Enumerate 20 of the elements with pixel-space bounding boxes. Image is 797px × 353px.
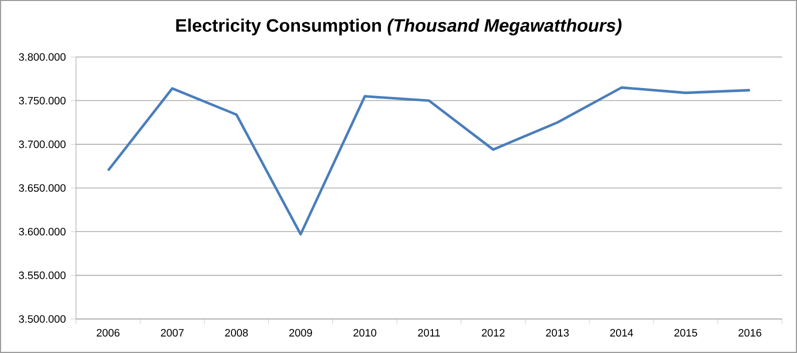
x-tick-label: 2010 [354,329,376,337]
x-tick-label: 2008 [225,329,248,337]
x-tick-label: 2015 [674,329,698,337]
line-series [106,86,752,236]
x-tick-label: 2014 [610,329,634,337]
x-tick-label: 2007 [160,329,184,337]
y-tick-label: 3.750.000 [18,96,66,104]
chart-title: Electricity Consumption (Thousand Megawatthours) [176,18,622,36]
y-tick-label: 3.500.000 [18,315,66,323]
x-tick-label: 2013 [546,329,569,337]
y-tick-label: 3.600.000 [18,228,66,236]
x-tick-label: 2012 [482,329,505,337]
y-tick-label: 3.700.000 [18,140,66,148]
x-tick-label: 2009 [289,329,312,337]
x-tick-label: 2016 [738,329,762,337]
x-tick-label: 2006 [96,329,120,337]
y-tick-label: 3.550.000 [18,272,66,280]
x-tick-label: 2011 [418,329,440,337]
y-tick-label: 3.650.000 [18,184,66,192]
y-tick-label: 3.800.000 [18,53,66,61]
